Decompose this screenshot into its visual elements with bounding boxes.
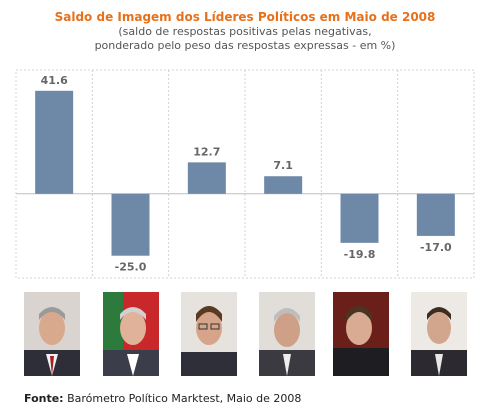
bar-chart: 41.6 -25.0 12.7 7.1 -19.8 -17.0	[15, 69, 475, 279]
source-note: Fonte: Barómetro Político Marktest, Maio…	[24, 392, 301, 405]
bar	[416, 193, 455, 236]
chart-subtitle: (saldo de respostas positivas pelas nega…	[0, 25, 490, 53]
subtitle-line-2: ponderado pelo peso das respostas expres…	[94, 39, 396, 52]
data-label: -17.0	[420, 241, 452, 254]
portrait-photo-3	[181, 292, 237, 376]
bar	[35, 90, 74, 194]
data-label: 41.6	[41, 74, 68, 87]
portrait-photo-4	[259, 292, 315, 376]
source-text: Barómetro Político Marktest, Maio de 200…	[67, 392, 302, 405]
source-label: Fonte:	[24, 392, 64, 405]
portrait-photo-2	[103, 292, 159, 376]
bar	[111, 193, 150, 256]
bar	[340, 193, 379, 243]
chart-title: Saldo de Imagem dos Líderes Políticos em…	[54, 10, 436, 24]
bar	[187, 162, 226, 194]
portrait-photo-5	[333, 292, 389, 376]
data-label: -25.0	[115, 261, 147, 274]
portrait-photo-6	[411, 292, 467, 376]
data-label: 12.7	[193, 145, 220, 158]
bar	[264, 176, 303, 194]
portrait-photo-1	[24, 292, 80, 376]
data-label: -19.8	[344, 248, 376, 261]
data-label: 7.1	[273, 159, 293, 172]
subtitle-line-1: (saldo de respostas positivas pelas nega…	[118, 25, 372, 38]
